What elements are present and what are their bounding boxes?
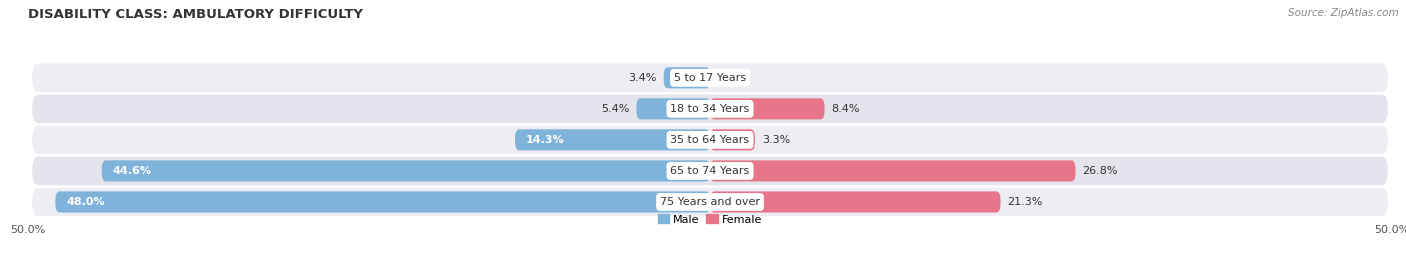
FancyBboxPatch shape [515, 129, 710, 150]
Legend: Male, Female: Male, Female [658, 214, 762, 225]
Text: 3.4%: 3.4% [628, 73, 657, 83]
Text: 3.3%: 3.3% [762, 135, 790, 145]
Text: 75 Years and over: 75 Years and over [659, 197, 761, 207]
FancyBboxPatch shape [101, 160, 710, 182]
FancyBboxPatch shape [710, 160, 1076, 182]
Text: 5.4%: 5.4% [602, 104, 630, 114]
FancyBboxPatch shape [32, 126, 1388, 154]
FancyBboxPatch shape [637, 98, 710, 119]
Text: 26.8%: 26.8% [1083, 166, 1118, 176]
Text: 48.0%: 48.0% [66, 197, 105, 207]
FancyBboxPatch shape [55, 192, 710, 213]
Text: Source: ZipAtlas.com: Source: ZipAtlas.com [1288, 8, 1399, 18]
Text: 44.6%: 44.6% [112, 166, 152, 176]
Text: 21.3%: 21.3% [1007, 197, 1043, 207]
Text: 18 to 34 Years: 18 to 34 Years [671, 104, 749, 114]
FancyBboxPatch shape [32, 188, 1388, 216]
Text: 8.4%: 8.4% [831, 104, 860, 114]
Text: 14.3%: 14.3% [526, 135, 565, 145]
Text: 0.0%: 0.0% [717, 73, 745, 83]
Text: 5 to 17 Years: 5 to 17 Years [673, 73, 747, 83]
FancyBboxPatch shape [32, 157, 1388, 185]
FancyBboxPatch shape [710, 192, 1001, 213]
Text: 65 to 74 Years: 65 to 74 Years [671, 166, 749, 176]
Text: 35 to 64 Years: 35 to 64 Years [671, 135, 749, 145]
FancyBboxPatch shape [664, 67, 710, 88]
FancyBboxPatch shape [710, 129, 755, 150]
FancyBboxPatch shape [710, 98, 824, 119]
Text: DISABILITY CLASS: AMBULATORY DIFFICULTY: DISABILITY CLASS: AMBULATORY DIFFICULTY [28, 8, 363, 21]
FancyBboxPatch shape [32, 63, 1388, 92]
FancyBboxPatch shape [32, 95, 1388, 123]
